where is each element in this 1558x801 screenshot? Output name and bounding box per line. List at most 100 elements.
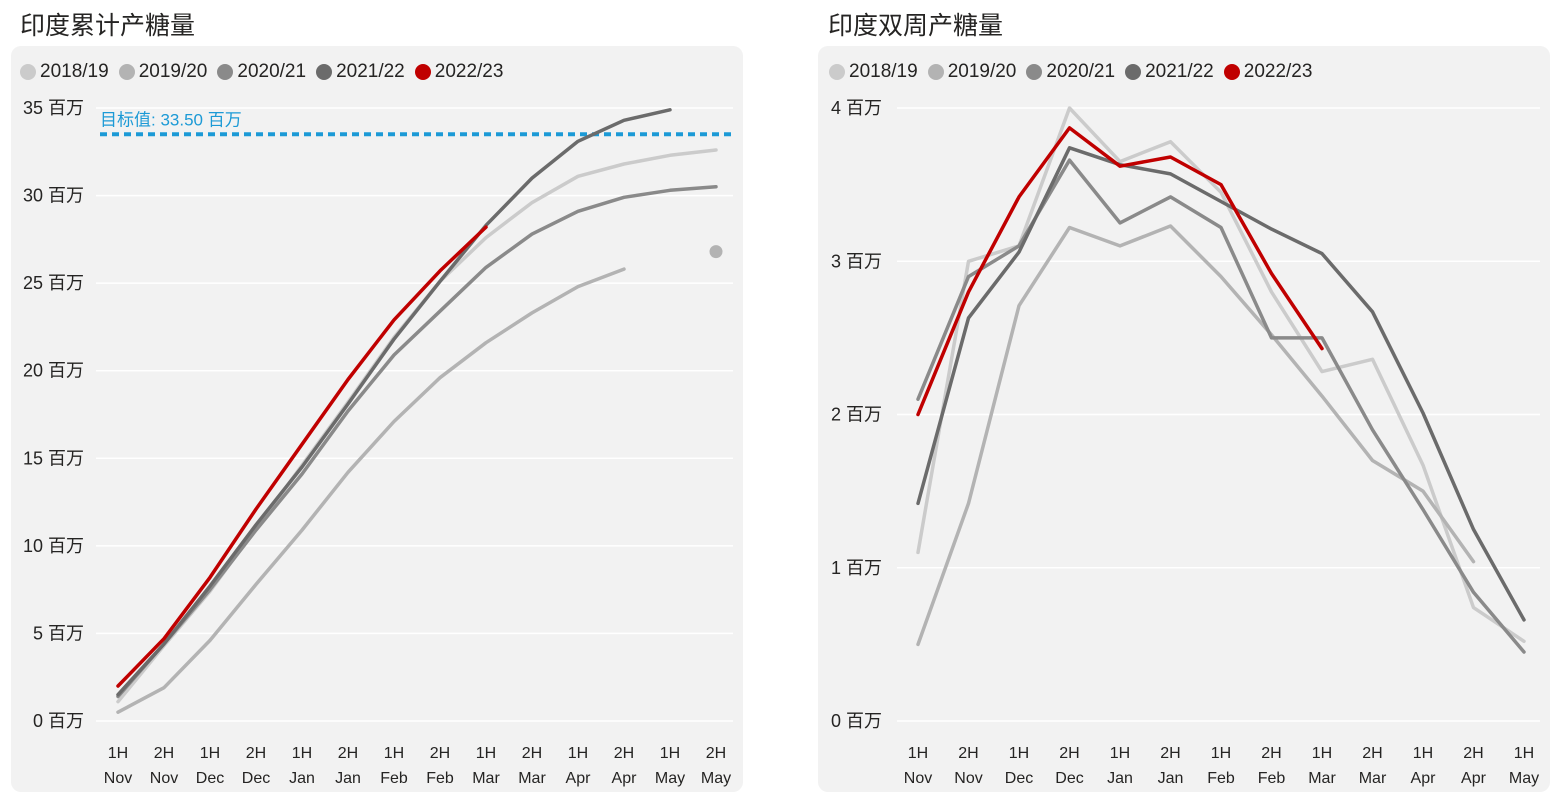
left-y-tick-label: 5 百万 [33, 623, 84, 643]
legend-label: 2019/20 [138, 61, 208, 82]
right-y-tick-label: 3 百万 [831, 251, 882, 271]
legend-item-2018-19[interactable]: 2018/19 [829, 61, 918, 83]
left-x-tick-label-top: 2H [522, 745, 542, 762]
right-legend: 2018/19 2019/20 2020/21 2021/22 2022/23 [829, 61, 1322, 83]
left-y-tick-label: 35 百万 [23, 98, 84, 118]
left-legend: 2018/19 2019/20 2020/21 2021/22 2022/23 [20, 61, 513, 83]
right-x-tick-label-bottom: May [1509, 770, 1539, 787]
right-x-tick-label-top: 1H [1110, 745, 1130, 762]
legend-dot-icon [829, 64, 845, 80]
left-y-tick-label: 30 百万 [23, 186, 84, 206]
left-x-tick-label-bottom: Feb [426, 770, 454, 787]
right-y-tick-label: 4 百万 [831, 98, 882, 118]
right-series-line-2020-21 [916, 158, 1526, 654]
left-x-tick-label-bottom: Dec [242, 770, 270, 787]
left-series-line-2019-20 [116, 267, 626, 714]
right-x-tick-label-top: 1H [1009, 745, 1029, 762]
legend-label: 2020/21 [1046, 61, 1116, 82]
legend-label: 2018/19 [40, 61, 109, 82]
left-data-point [709, 245, 723, 259]
left-chart-card [11, 46, 743, 792]
right-x-tick-label-bottom: Jan [1107, 770, 1133, 787]
right-series-line-2021-22 [916, 146, 1526, 622]
legend-dot-icon [1026, 64, 1043, 80]
right-x-tick-label-bottom: Nov [904, 770, 932, 787]
left-x-tick-label-top: 2H [614, 745, 634, 762]
legend-item-2022-23[interactable]: 2022/23 [1223, 61, 1313, 83]
left-series-line-2021-22 [116, 108, 672, 697]
left-x-tick-label-bottom: Nov [150, 770, 178, 787]
legend-label: 2019/20 [947, 61, 1017, 82]
left-y-tick-label: 10 百万 [23, 536, 84, 556]
left-x-tick-label-top: 2H [430, 745, 450, 762]
right-x-tick-label-bottom: Feb [1207, 770, 1235, 787]
left-x-tick-label-top: 1H [292, 745, 312, 762]
left-x-tick-label-top: 1H [476, 745, 496, 762]
left-x-tick-label-top: 2H [154, 745, 174, 762]
right-x-tick-label-bottom: Dec [1055, 770, 1083, 787]
legend-item-2019-20[interactable]: 2019/20 [118, 61, 208, 83]
legend-label: 2020/21 [237, 61, 307, 82]
legend-item-2022-23[interactable]: 2022/23 [414, 61, 504, 83]
left-x-tick-label-bottom: Apr [566, 770, 592, 787]
right-x-tick-label-top: 2H [958, 745, 978, 762]
legend-item-2019-20[interactable]: 2019/20 [927, 61, 1017, 83]
left-series-line-2018-19 [116, 148, 718, 704]
right-x-tick-label-top: 1H [908, 745, 928, 762]
right-x-tick-label-top: 1H [1514, 745, 1534, 762]
legend-item-2021-22[interactable]: 2021/22 [316, 61, 405, 83]
right-x-tick-label-top: 2H [1160, 745, 1180, 762]
right-x-tick-label-top: 2H [1261, 745, 1281, 762]
right-x-tick-label-top: 1H [1211, 745, 1231, 762]
left-x-tick-label-bottom: Jan [335, 770, 361, 787]
left-series-line-2020-21 [116, 185, 718, 699]
left-chart-title: 印度累计产糖量 [20, 11, 196, 40]
left-x-tick-label-top: 2H [246, 745, 266, 762]
legend-item-2018-19[interactable]: 2018/19 [20, 61, 109, 83]
right-x-tick-label-bottom: Mar [1308, 770, 1336, 787]
legend-dot-icon [414, 64, 431, 80]
right-x-tick-label-top: 1H [1413, 745, 1433, 762]
right-x-tick-label-bottom: Feb [1258, 770, 1286, 787]
right-x-tick-label-bottom: Nov [954, 770, 982, 787]
left-y-tick-label: 15 百万 [23, 448, 84, 468]
right-x-tick-label-bottom: Mar [1359, 770, 1387, 787]
right-x-tick-label-bottom: Dec [1005, 770, 1033, 787]
legend-dot-icon [217, 64, 234, 80]
left-y-tick-label: 0 百万 [33, 711, 84, 731]
legend-item-2020-21[interactable]: 2020/21 [1026, 61, 1115, 83]
legend-dot-icon [316, 64, 333, 80]
legend-item-2021-22[interactable]: 2021/22 [1125, 61, 1214, 83]
right-x-tick-label-top: 1H [1312, 745, 1332, 762]
left-y-tick-label: 25 百万 [23, 273, 84, 293]
right-y-tick-label: 2 百万 [831, 405, 882, 425]
left-x-tick-label-bottom: May [655, 770, 685, 787]
left-x-tick-label-bottom: May [701, 770, 731, 787]
left-x-tick-label-bottom: Mar [518, 770, 546, 787]
left-x-tick-label-top: 1H [108, 745, 128, 762]
legend-item-2020-21[interactable]: 2020/21 [217, 61, 306, 83]
legend-label: 2022/23 [1243, 61, 1313, 82]
right-x-tick-label-bottom: Apr [1461, 770, 1487, 787]
right-x-tick-label-top: 2H [1059, 745, 1079, 762]
left-x-tick-label-bottom: Mar [472, 770, 500, 787]
right-x-tick-label-bottom: Apr [1411, 770, 1437, 787]
right-x-tick-label-top: 2H [1463, 745, 1483, 762]
left-x-tick-label-top: 1H [660, 745, 680, 762]
right-x-tick-label-top: 2H [1362, 745, 1382, 762]
left-x-tick-label-top: 2H [706, 745, 726, 762]
legend-dot-icon [20, 64, 36, 80]
left-x-tick-label-top: 1H [568, 745, 588, 762]
legend-label: 2018/19 [849, 61, 918, 82]
left-x-tick-label-top: 1H [200, 745, 220, 762]
left-x-tick-label-top: 1H [384, 745, 404, 762]
right-x-tick-label-bottom: Jan [1158, 770, 1184, 787]
legend-dot-icon [118, 64, 135, 80]
left-x-tick-label-bottom: Nov [104, 770, 132, 787]
legend-label: 2022/23 [434, 61, 504, 82]
left-y-tick-label: 20 百万 [23, 361, 84, 381]
legend-dot-icon [1125, 64, 1142, 80]
right-chart-title: 印度双周产糖量 [828, 11, 1004, 40]
left-series-line-2022-23 [116, 225, 488, 688]
